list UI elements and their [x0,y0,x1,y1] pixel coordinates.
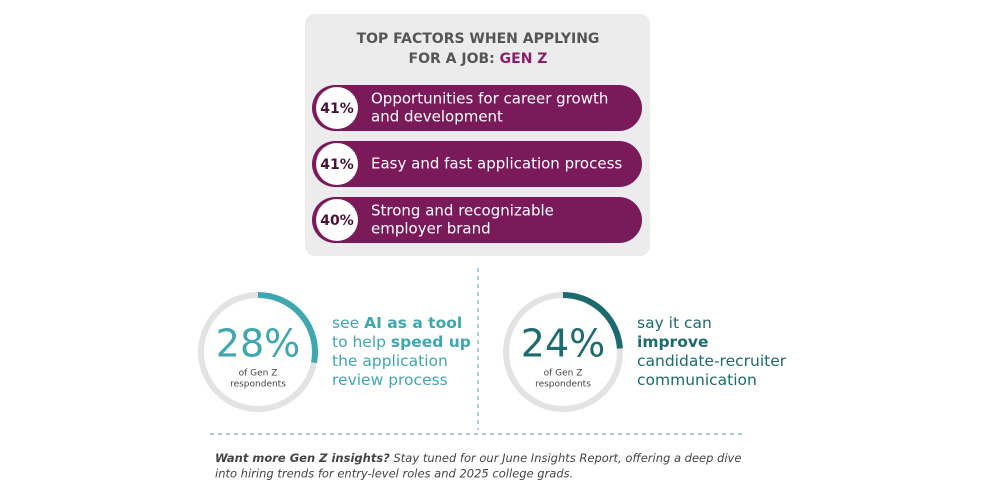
stat-text-run: candidate-recruiter [637,352,787,370]
card-title-text: FOR A JOB: [409,51,500,67]
factor-text: and development [371,108,503,126]
card-title: TOP FACTORS WHEN APPLYING [357,31,600,47]
card-title-highlight: GEN Z [500,51,548,67]
factor-percent: 40% [320,213,354,229]
stat-text: say it can [637,314,712,332]
factor-percent: 41% [320,101,354,117]
stat-percent: 24% [521,322,605,366]
stat-caption: of Gen Z [239,369,278,379]
stat-text: communication [637,371,757,389]
footer: Want more Gen Z insights? Stay tuned for… [215,451,741,465]
stat-text-run: see [332,314,364,332]
stat-text-run: improve [637,333,708,351]
footer-lead: Want more Gen Z insights? [215,451,390,465]
factor-card [305,14,650,256]
stat-text: to help speed up [332,333,471,351]
stat-text-run: speed up [391,333,471,351]
factor-pill [312,197,642,243]
stat-text: candidate-recruiter [637,352,787,370]
stat-text-run: communication [637,371,757,389]
factor-text: Opportunities for career growth [371,90,608,108]
donut-arc [562,292,623,349]
stat-text: see AI as a tool [332,314,462,332]
factor-badge [316,87,358,129]
stat-text: the application [332,352,448,370]
factor-pill [312,141,642,187]
donut-arc [257,292,318,364]
card-title: FOR A JOB: GEN Z [409,51,548,67]
stat-percent: 28% [216,322,300,366]
factor-badge [316,143,358,185]
stat-caption: respondents [230,380,286,390]
stat-text-run: review process [332,371,448,389]
factor-text: Strong and recognizable [371,202,554,220]
stat-text-run: AI as a tool [364,314,462,332]
factor-pill [312,85,642,131]
factor-text: Easy and fast application process [371,155,622,173]
stat-text-run: the application [332,352,448,370]
stat-text: improve [637,333,708,351]
footer: into hiring trends for entry-level roles… [215,467,573,481]
footer-text: Stay tuned for our June Insights Report,… [390,451,742,465]
stat-text-run: to help [332,333,391,351]
factor-percent: 41% [320,157,354,173]
stat-caption: of Gen Z [544,369,583,379]
factor-badge [316,199,358,241]
stat-text-run: say it can [637,314,712,332]
stat-caption: respondents [535,380,591,390]
factor-text: employer brand [371,220,491,238]
stat-text: review process [332,371,448,389]
